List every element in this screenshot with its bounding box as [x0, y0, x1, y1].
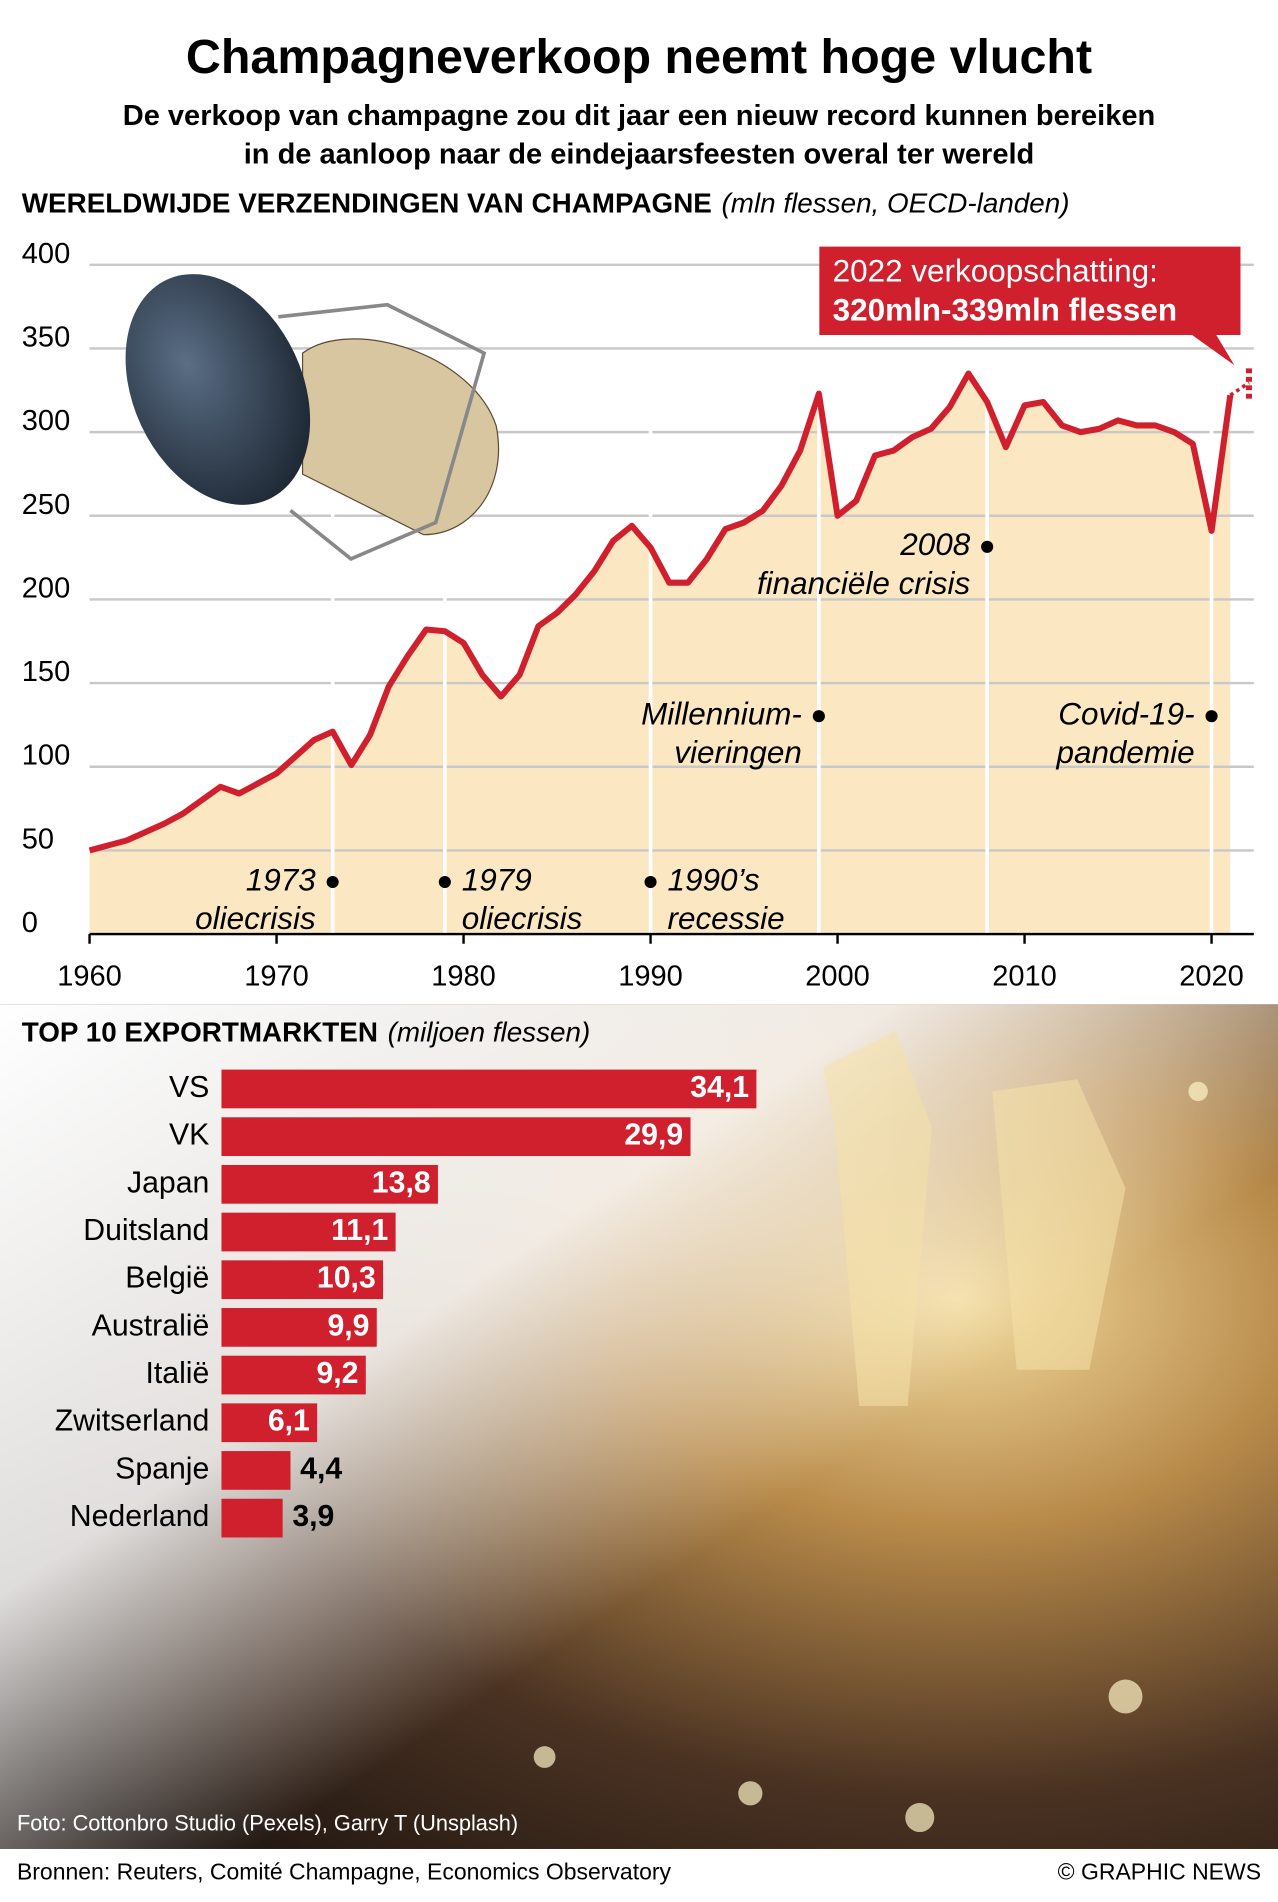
y-tick-label: 0: [22, 907, 38, 939]
y-tick-label: 50: [22, 823, 54, 855]
chart-unit: (miljoen flessen): [388, 1017, 591, 1048]
category-label: Spanje: [115, 1452, 209, 1485]
bar: [221, 1498, 283, 1538]
value-label: 34,1: [690, 1071, 749, 1104]
bar: [221, 1308, 377, 1347]
area: [89, 373, 1231, 935]
annotation-text: oliecrisis: [462, 901, 583, 936]
bar: [221, 1117, 691, 1157]
bar: [221, 1260, 384, 1300]
y-tick-label: 350: [22, 321, 70, 353]
y-tick-label: 300: [22, 405, 70, 437]
cork-illustration: [125, 274, 500, 561]
line-chart: 0 50 100 150 200 250 300 350 400 1960 1970 1980 1990…: [22, 238, 1254, 992]
line: [88, 370, 1234, 854]
annotation-dot: [326, 875, 339, 889]
y-tick-label: 150: [22, 656, 70, 688]
bar: [221, 1069, 757, 1109]
footer-bar: [0, 1848, 1278, 1900]
y-tick-label: 200: [22, 572, 70, 604]
annotation-dot: [1205, 710, 1218, 723]
annotation-dot: [981, 540, 994, 553]
x-tick-label: 2010: [992, 960, 1057, 992]
y-tick-label: 400: [22, 238, 70, 270]
value-label: 11,1: [331, 1214, 388, 1247]
value-label: 4,4: [300, 1452, 342, 1485]
bar: [221, 1355, 366, 1395]
annotation-dot: [644, 875, 657, 889]
annotation-text: Covid-19-: [1058, 697, 1194, 732]
chart-title: WERELDWIJDE VERZENDINGEN VAN CHAMPAGNE: [22, 188, 712, 219]
value-label: 9,2: [316, 1357, 358, 1390]
y-tick-label: 250: [22, 489, 70, 521]
title: Champagneverkoop neemt hoge vlucht: [186, 30, 1092, 84]
callout-text: 320mln-339mln flessen: [833, 292, 1177, 327]
annotation-text: Millennium-: [641, 697, 802, 732]
bar: [221, 1212, 396, 1252]
category-label: Nederland: [70, 1500, 210, 1533]
category-label: Zwitserland: [55, 1405, 210, 1438]
bar: [221, 1164, 438, 1204]
category-label: België: [125, 1262, 209, 1295]
annotation-dot: [438, 875, 451, 889]
category-label: VK: [169, 1119, 209, 1152]
annotation-text: financiële crisis: [757, 566, 971, 601]
x-tick-label: 2020: [1179, 960, 1244, 992]
annotation-text: 1973: [246, 862, 316, 897]
category-label: Duitsland: [83, 1214, 209, 1247]
annotation-text: 2008: [899, 527, 970, 562]
category-label: Japan: [127, 1166, 209, 1199]
annotation-dot: [812, 710, 825, 723]
annotation-text: pandemie: [1055, 735, 1194, 770]
chart-title: TOP 10 EXPORTMARKTEN: [22, 1017, 378, 1048]
x-tick-label: 1960: [57, 960, 122, 992]
bar: [221, 1451, 291, 1490]
subtitle: De verkoop van champagne zou dit jaar ee…: [123, 100, 1156, 132]
annotation-text: 1990’s: [667, 862, 759, 897]
photo-credit: Foto: Cottonbro Studio (Pexels), Garry T…: [17, 1811, 518, 1836]
sources: Bronnen: Reuters, Comité Champagne, Econ…: [17, 1858, 672, 1884]
category-label: Italië: [145, 1357, 209, 1390]
chart-unit: (mln flessen, OECD-landen): [722, 188, 1070, 219]
chart-heading: WERELDWIJDE VERZENDINGEN VAN CHAMPAGNE (m…: [22, 188, 1070, 219]
x-tick-label: 1980: [431, 960, 496, 992]
annotation-text: recessie: [667, 901, 784, 936]
value-label: 3,9: [292, 1500, 334, 1533]
y-tick-label: 100: [22, 740, 70, 772]
annotation-text: vieringen: [674, 735, 802, 770]
callout-text: 2022 verkoopschatting:: [833, 254, 1158, 289]
annotation-text: 1979: [462, 862, 532, 897]
chart-heading: TOP 10 EXPORTMARKTEN (miljoen flessen): [22, 1017, 590, 1048]
callout-box: [819, 246, 1241, 366]
copyright: © GRAPHIC NEWS: [1058, 1858, 1261, 1884]
x-tick-label: 1990: [618, 960, 683, 992]
x-tick-label: 2000: [805, 960, 870, 992]
bar: [221, 1403, 318, 1443]
annotation-text: oliecrisis: [195, 901, 316, 936]
subtitle: in de aanloop naar de eindejaarsfeesten …: [244, 139, 1035, 171]
value-label: 29,9: [624, 1119, 683, 1152]
category-label: VS: [169, 1071, 209, 1104]
value-label: 6,1: [268, 1405, 310, 1438]
x-tick-label: 1970: [244, 960, 309, 992]
value-label: 9,9: [327, 1309, 369, 1342]
category-label: Australië: [92, 1309, 210, 1342]
value-label: 13,8: [372, 1166, 431, 1199]
value-label: 10,3: [317, 1262, 376, 1295]
